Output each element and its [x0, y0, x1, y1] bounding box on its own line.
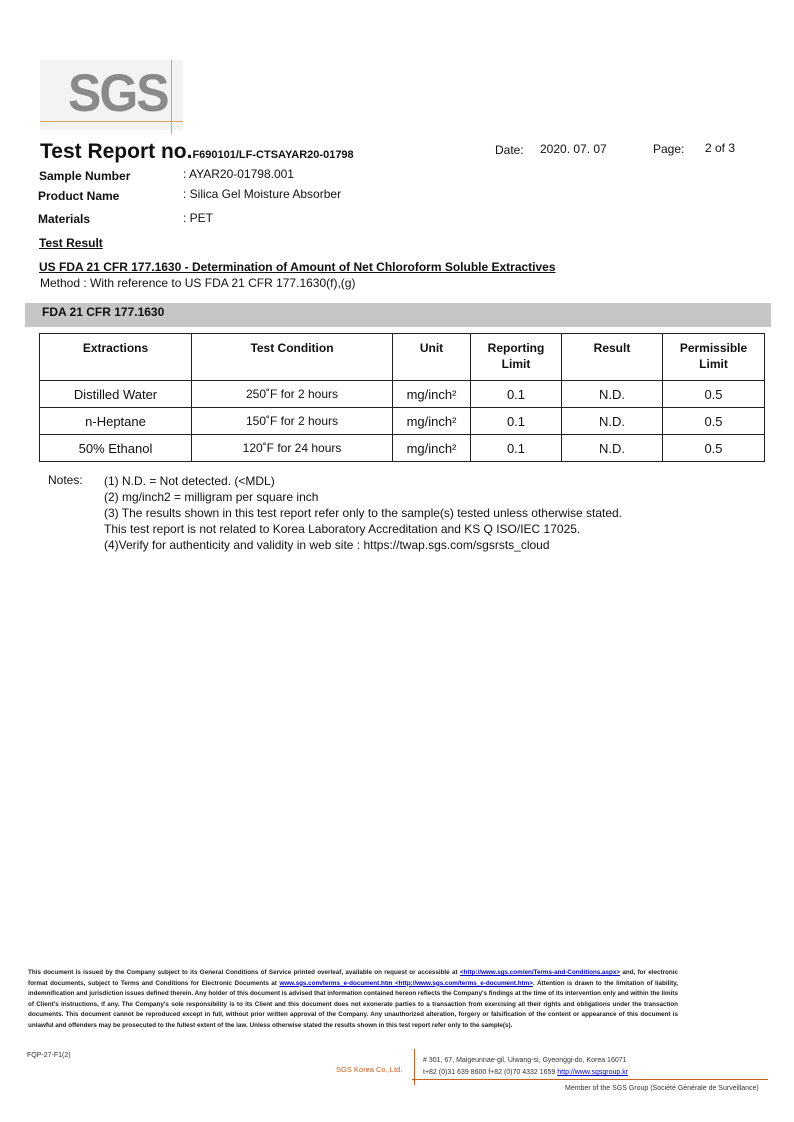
disclaimer: This document is issued by the Company s…	[28, 969, 678, 1029]
terms-link[interactable]: <http://www.sgs.com/en/Terms-and-Conditi…	[459, 969, 621, 976]
cell: N.D.	[561, 407, 663, 435]
note: (2) mg/inch2 = milligram per square inch	[104, 490, 319, 504]
e-document-terms-link[interactable]: www.sgs.com/terms_e-document.htm <http:/…	[279, 979, 533, 987]
col-header: Extractions	[39, 333, 192, 381]
page-number: 2 of 3	[705, 141, 736, 155]
cell: N.D.	[561, 434, 663, 462]
col-header: Result	[561, 333, 663, 381]
company-address: # 301, 67, Maigeunnae-gil, Uiwang-si, Gy…	[423, 1057, 627, 1064]
results-table: Extractions Test Condition Unit Reportin…	[39, 333, 765, 462]
cell: mg/inch²	[392, 407, 471, 435]
page-label: Page:	[653, 142, 685, 156]
date-value: 2020. 07. 07	[540, 142, 607, 156]
cell: 0.1	[470, 380, 562, 408]
form-code: FQP-27-F1(2)	[27, 1052, 71, 1059]
cell: n-Heptane	[39, 407, 192, 435]
col-header: Permissible Limit	[662, 333, 765, 381]
table-row: 50% Ethanol 120˚F for 24 hours mg/inch² 0.1…	[39, 434, 765, 462]
cell: 120˚F for 24 hours	[191, 434, 393, 462]
cell: 0.1	[470, 434, 562, 462]
note: (3) The results shown in this test repor…	[104, 506, 623, 520]
cell: N.D.	[561, 380, 663, 408]
cell: 150˚F for 2 hours	[191, 407, 393, 435]
sample-number-value: : AYAR20-01798.001	[183, 167, 294, 181]
cell: 50% Ethanol	[39, 434, 192, 462]
product-name-value: : Silica Gel Moisture Absorber	[183, 187, 342, 201]
company-contact: t+82 (0)31 639 8600 f+82 (0)70 4332 1659…	[423, 1069, 629, 1076]
method-text: Method : With reference to US FDA 21 CFR…	[40, 276, 356, 290]
sample-number-label: Sample Number	[39, 169, 131, 183]
notes-list: (1) N.D. = Not detected. (<MDL) (2) mg/i…	[104, 473, 622, 553]
standard-band: FDA 21 CFR 177.1630	[25, 303, 771, 327]
notes-label: Notes:	[48, 473, 83, 487]
footer-divider	[414, 1049, 415, 1085]
date-label: Date:	[495, 143, 524, 157]
note: (1) N.D. = Not detected. (<MDL)	[104, 474, 275, 488]
company-name: SGS Korea Co.,Ltd.	[336, 1065, 403, 1074]
cell: mg/inch²	[392, 434, 471, 462]
website-link[interactable]: http://www.sgsgroup.kr	[557, 1069, 629, 1076]
col-header: Reporting Limit	[470, 333, 562, 381]
report-number: F690101/LF-CTSAYAR20-01798	[192, 149, 354, 161]
cell: 0.1	[470, 407, 562, 435]
cell: Distilled Water	[39, 380, 192, 408]
section-title: US FDA 21 CFR 177.1630 - Determination o…	[39, 260, 556, 274]
table-header-row: Extractions Test Condition Unit Reportin…	[39, 333, 765, 381]
col-header: Unit	[392, 333, 471, 381]
cell: 0.5	[662, 434, 765, 462]
materials-value: : PET	[183, 211, 214, 225]
col-header: Test Condition	[191, 333, 393, 381]
cell: 0.5	[662, 407, 765, 435]
sgs-membership: Member of the SGS Group (Société Général…	[565, 1085, 759, 1092]
note: (4)Verify for authenticity and validity …	[104, 538, 550, 552]
cell: 250˚F for 2 hours	[191, 380, 393, 408]
table-row: n-Heptane 150˚F for 2 hours mg/inch² 0.1 N.D…	[39, 407, 765, 435]
sgs-logo: SGS	[40, 60, 183, 134]
cell: mg/inch²	[392, 380, 471, 408]
report-title: Test Report no.F690101/LF-CTSAYAR20-0179…	[40, 140, 354, 163]
materials-label: Materials	[38, 212, 91, 226]
test-result-heading: Test Result	[39, 236, 103, 250]
note: This test report is not related to Korea…	[104, 522, 581, 536]
table-row: Distilled Water 250˚F for 2 hours mg/inch²…	[39, 380, 765, 408]
product-name-label: Product Name	[38, 189, 120, 203]
cell: 0.5	[662, 380, 765, 408]
footer-rule	[412, 1079, 768, 1080]
